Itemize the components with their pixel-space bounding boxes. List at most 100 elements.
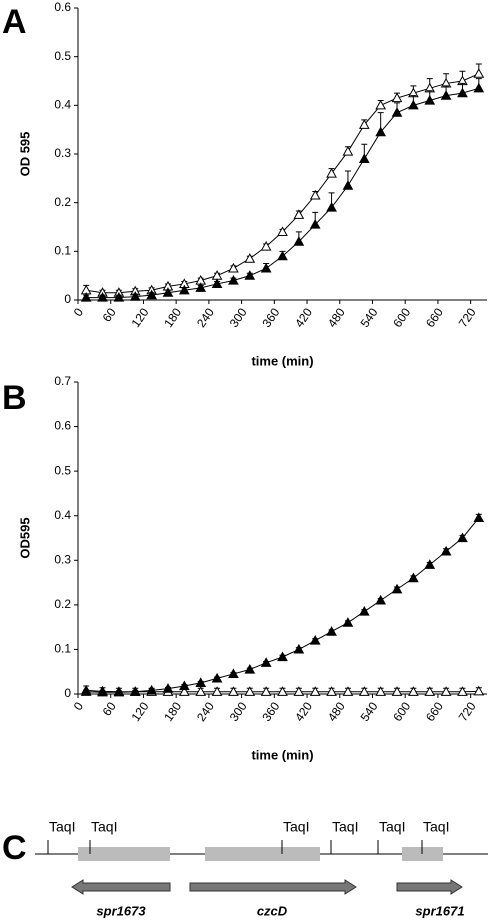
y-tick-label: 0.2: [54, 597, 71, 611]
site-label: TaqI: [49, 819, 75, 835]
data-point: [375, 686, 387, 696]
x-tick-label: 420: [292, 305, 315, 330]
data-point: [146, 684, 157, 695]
y-tick-label: 0.5: [54, 49, 71, 63]
data-point: [178, 680, 190, 691]
data-point: [326, 626, 337, 636]
data-point: [391, 686, 403, 696]
data-point: [375, 594, 387, 605]
data-point: [211, 686, 223, 696]
data-point: [342, 617, 354, 627]
gene-arrow: [71, 879, 171, 895]
data-point: [391, 583, 403, 594]
x-axis-label: time (min): [251, 747, 313, 762]
x-tick-label: 360: [259, 699, 282, 724]
y-tick-label: 0.4: [54, 98, 71, 112]
data-point: [80, 686, 92, 696]
data-point: [178, 284, 190, 295]
gene-label: spr1673: [96, 903, 146, 918]
site-label: TaqI: [283, 819, 309, 835]
data-point: [342, 686, 354, 696]
data-point: [457, 87, 468, 98]
data-point: [309, 219, 321, 229]
site-label: TaqI: [332, 819, 358, 835]
data-point: [129, 686, 141, 696]
y-axis-label: OD 595: [17, 132, 32, 177]
site-label: TaqI: [379, 819, 405, 835]
series-line: [86, 87, 479, 299]
x-tick-label: 300: [227, 305, 250, 330]
data-point: [211, 278, 223, 289]
x-tick-label: 60: [100, 305, 119, 324]
x-tick-label: 720: [456, 699, 479, 724]
data-point: [228, 275, 239, 285]
y-axis-label: OD595: [17, 517, 32, 558]
data-point: [195, 686, 207, 696]
data-point: [97, 686, 108, 697]
data-point: [391, 92, 403, 103]
y-tick-label: 0.5: [54, 463, 71, 477]
x-tick-label: 600: [390, 305, 413, 330]
gene-label: czcD: [257, 903, 288, 918]
gene-label: spr1671: [415, 903, 464, 918]
data-point: [293, 686, 305, 696]
data-point: [440, 686, 452, 696]
coding-region: [78, 847, 170, 861]
gene-arrow: [396, 879, 463, 895]
data-point: [244, 253, 256, 263]
data-point: [342, 146, 354, 156]
data-point: [358, 686, 370, 696]
data-point: [211, 270, 223, 280]
data-point: [326, 167, 337, 178]
y-tick-label: 0.4: [54, 508, 71, 522]
x-tick-label: 180: [161, 699, 184, 724]
panel-label: A: [2, 3, 27, 41]
data-point: [113, 292, 125, 302]
x-tick-label: 240: [194, 305, 217, 330]
data-point: [424, 686, 436, 696]
data-point: [473, 512, 485, 523]
x-tick-label: 480: [325, 699, 348, 724]
x-tick-label: 120: [129, 305, 152, 330]
x-axis-label: time (min): [251, 353, 313, 368]
data-point: [358, 119, 370, 129]
data-point: [129, 291, 141, 301]
y-tick-label: 0: [64, 686, 71, 700]
y-tick-label: 0.1: [54, 244, 71, 258]
data-point: [424, 94, 436, 105]
data-point: [473, 685, 485, 696]
data-point: [309, 189, 321, 200]
data-point: [408, 572, 419, 583]
data-point: [358, 606, 370, 616]
data-point: [244, 663, 256, 674]
y-tick-label: 0.6: [54, 419, 71, 433]
panel-label: C: [2, 829, 27, 867]
data-point: [195, 677, 207, 687]
data-point: [293, 236, 305, 246]
data-point: [457, 532, 468, 543]
data-point: [408, 99, 419, 110]
y-tick-label: 0.3: [54, 552, 71, 566]
site-label: TaqI: [423, 819, 449, 835]
data-point: [293, 643, 305, 654]
x-tick-label: 240: [194, 699, 217, 724]
y-tick-label: 0.2: [54, 195, 71, 209]
y-tick-label: 0.1: [54, 642, 71, 656]
x-tick-label: 0: [71, 305, 86, 319]
x-tick-label: 120: [129, 699, 152, 724]
data-point: [277, 226, 288, 236]
data-point: [440, 90, 452, 100]
data-point: [113, 686, 125, 697]
data-point: [473, 82, 485, 93]
gene-arrow: [189, 879, 357, 895]
data-point: [178, 686, 190, 696]
data-point: [473, 68, 485, 78]
data-point: [309, 634, 321, 645]
data-point: [293, 209, 305, 219]
data-point: [309, 686, 321, 696]
x-tick-label: 420: [292, 699, 315, 724]
data-point: [375, 126, 387, 137]
data-point: [408, 686, 419, 696]
y-tick-label: 0: [64, 292, 71, 306]
